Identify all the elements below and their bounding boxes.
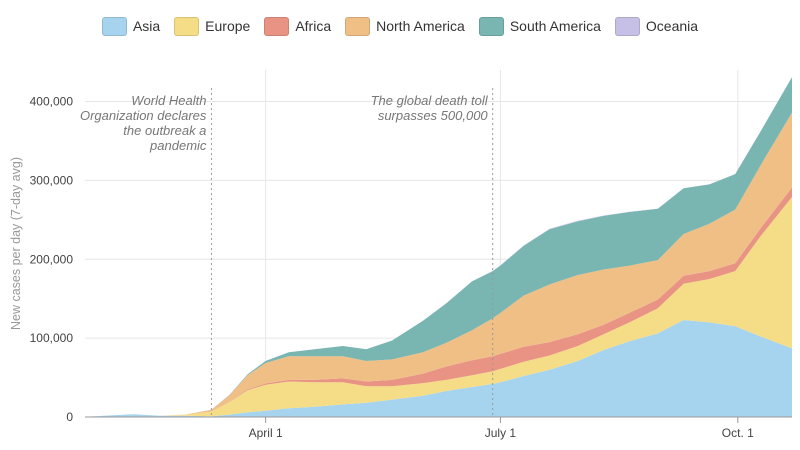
- legend-item-africa[interactable]: Africa: [264, 16, 332, 36]
- legend-swatch: [174, 16, 200, 36]
- y-tick-label: 100,000: [30, 331, 74, 345]
- x-tick-label: July 1: [485, 426, 517, 440]
- legend-swatch: [478, 16, 504, 36]
- annotation-text: pandemic: [149, 138, 207, 153]
- area-africa[interactable]: [85, 187, 792, 417]
- legend-swatch: [614, 16, 640, 36]
- x-tick-label: April 1: [249, 426, 283, 440]
- annotation-text: surpasses 500,000: [378, 108, 489, 123]
- legend-label: Africa: [295, 18, 332, 34]
- legend-swatch: [345, 16, 371, 36]
- y-axis-label: New cases per day (7-day avg): [9, 157, 23, 330]
- legend-label: North America: [376, 18, 465, 34]
- legend-swatch: [264, 16, 290, 36]
- y-tick-label: 0: [66, 410, 73, 424]
- area-north-america[interactable]: [85, 112, 792, 417]
- annotation-text: World Health: [131, 93, 206, 108]
- area-asia[interactable]: [85, 320, 792, 417]
- legend-label: Europe: [205, 18, 251, 34]
- y-tick-label: 200,000: [30, 252, 74, 266]
- legend-item-europe[interactable]: Europe: [174, 16, 251, 36]
- x-tick-label: Oct. 1: [722, 426, 754, 440]
- legend-item-oceania[interactable]: Oceania: [614, 16, 699, 36]
- legend-swatch: [101, 16, 127, 36]
- legend-label: Asia: [132, 18, 161, 34]
- legend-item-asia[interactable]: Asia: [101, 16, 161, 36]
- area-south-america[interactable]: [85, 77, 792, 417]
- annotation-text: the outbreak a: [123, 123, 206, 138]
- legend: Asia Europe Africa North America South Ameri…: [0, 14, 800, 38]
- y-tick-label: 400,000: [30, 95, 74, 109]
- legend-item-north-america[interactable]: North America: [345, 16, 465, 36]
- legend-label: Oceania: [645, 18, 699, 34]
- annotation-text: Organization declares: [80, 108, 207, 123]
- y-tick-label: 300,000: [30, 173, 74, 187]
- annotation-text: The global death toll: [371, 93, 489, 108]
- legend-item-south-america[interactable]: South America: [478, 16, 601, 36]
- legend-label: South America: [509, 18, 601, 34]
